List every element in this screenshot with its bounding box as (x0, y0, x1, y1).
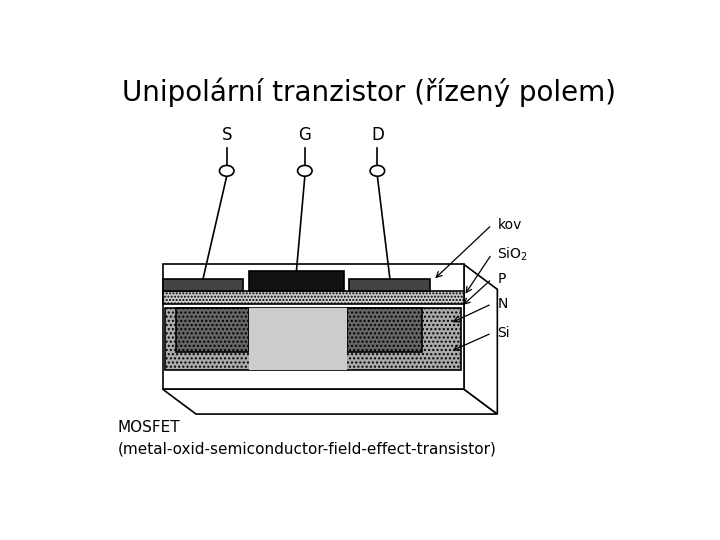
Text: MOSFET: MOSFET (118, 420, 181, 435)
Text: Unipolární tranzistor (řízený polem): Unipolární tranzistor (řízený polem) (122, 77, 616, 107)
Circle shape (220, 165, 234, 176)
Bar (249, 271, 344, 292)
Text: SiO$_2$: SiO$_2$ (498, 245, 528, 262)
Text: P: P (498, 272, 505, 286)
Text: G: G (298, 126, 311, 144)
Bar (249, 308, 347, 370)
Bar (176, 308, 249, 352)
Text: Si: Si (498, 326, 510, 340)
Circle shape (370, 165, 384, 176)
Text: kov: kov (498, 218, 522, 232)
Polygon shape (163, 389, 498, 414)
Bar (163, 279, 243, 292)
Text: S: S (222, 126, 232, 144)
Bar (349, 279, 431, 292)
Bar (347, 308, 422, 352)
Text: (metal-oxid-semiconductor-field-effect-transistor): (metal-oxid-semiconductor-field-effect-t… (118, 441, 497, 456)
Bar (163, 265, 464, 389)
Text: N: N (498, 297, 508, 311)
Circle shape (297, 165, 312, 176)
Bar (163, 292, 464, 304)
Polygon shape (464, 265, 498, 414)
Text: D: D (371, 126, 384, 144)
Bar (166, 308, 461, 370)
